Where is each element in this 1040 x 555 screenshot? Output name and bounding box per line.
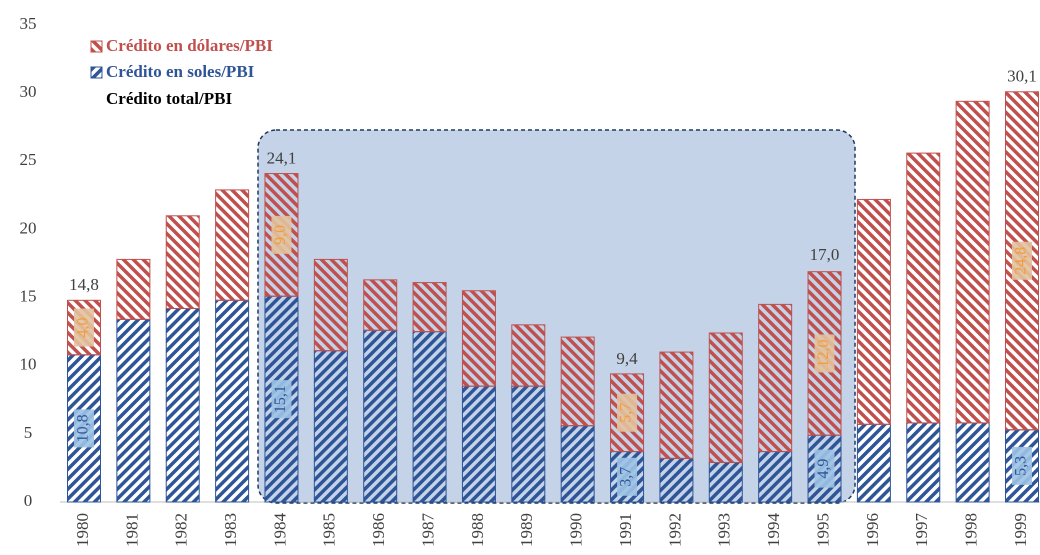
value-label-box bbox=[74, 409, 94, 448]
x-tick-label: 1983 bbox=[221, 513, 240, 547]
bar-segment bbox=[560, 425, 595, 503]
value-label-box bbox=[271, 380, 292, 419]
bar-segment bbox=[758, 451, 793, 503]
value-label: 24,8 bbox=[1013, 247, 1030, 275]
bar-segment bbox=[165, 307, 200, 503]
bar-segment bbox=[955, 422, 990, 503]
bar-segment bbox=[313, 258, 348, 352]
value-label-box bbox=[1012, 446, 1032, 485]
value-label: 12,0 bbox=[815, 339, 832, 367]
bar-segment bbox=[906, 152, 941, 424]
x-tick-label: 1982 bbox=[172, 513, 191, 547]
bar-segment bbox=[856, 198, 891, 425]
value-label: 5,3 bbox=[1013, 456, 1030, 476]
value-label: 4,0 bbox=[75, 318, 92, 338]
y-tick-label: 5 bbox=[24, 423, 33, 442]
bar-segment bbox=[758, 303, 793, 453]
x-tick-label: 1996 bbox=[863, 513, 882, 547]
x-tick-label: 1991 bbox=[616, 513, 635, 547]
value-label-box bbox=[1012, 241, 1032, 280]
value-label: 5,7 bbox=[618, 403, 635, 423]
x-tick-label: 1985 bbox=[320, 513, 339, 547]
bar-segment bbox=[412, 282, 447, 333]
bar-segment bbox=[412, 331, 447, 503]
value-label-box bbox=[74, 308, 94, 347]
x-tick-label: 1988 bbox=[468, 513, 487, 547]
value-label-box bbox=[617, 393, 638, 432]
bar-segment bbox=[215, 189, 250, 301]
x-tick-label: 1993 bbox=[715, 513, 734, 547]
bar-segment bbox=[116, 318, 151, 503]
bar-segment bbox=[461, 385, 496, 503]
bar-segment bbox=[511, 385, 546, 503]
bar-segment bbox=[461, 290, 496, 387]
total-label: 17,0 bbox=[810, 245, 840, 264]
legend-swatch bbox=[90, 40, 103, 53]
bar-segment bbox=[363, 279, 398, 331]
bar-segment bbox=[708, 461, 743, 503]
y-tick-label: 30 bbox=[20, 82, 37, 101]
x-tick-label: 1995 bbox=[813, 513, 832, 547]
legend-label: Crédito en dólares/PBI bbox=[106, 36, 273, 55]
value-label: 15,1 bbox=[272, 385, 289, 413]
y-tick-label: 10 bbox=[20, 355, 37, 374]
bar-segment bbox=[215, 299, 250, 503]
value-label-box bbox=[617, 457, 638, 496]
total-label: 9,4 bbox=[616, 349, 638, 368]
bar-segment bbox=[708, 332, 743, 463]
x-tick-label: 1997 bbox=[912, 513, 931, 548]
value-label-box bbox=[271, 215, 292, 254]
y-tick-label: 15 bbox=[20, 286, 37, 305]
x-tick-label: 1998 bbox=[962, 513, 981, 547]
bar-segment bbox=[313, 350, 348, 503]
x-tick-label: 1981 bbox=[122, 513, 141, 547]
bar-segment bbox=[659, 351, 694, 459]
bar-segment bbox=[856, 423, 891, 503]
x-tick-label: 1994 bbox=[764, 513, 783, 548]
total-label: 14,8 bbox=[69, 275, 99, 294]
x-tick-label: 1990 bbox=[567, 513, 586, 547]
bar-segment bbox=[955, 100, 990, 424]
total-label: 24,1 bbox=[267, 148, 297, 167]
value-label-box bbox=[814, 449, 835, 488]
value-label-box bbox=[814, 334, 835, 373]
total-label: 30,1 bbox=[1007, 67, 1037, 86]
legend-label: Crédito en soles/PBI bbox=[106, 62, 255, 81]
legend-swatch bbox=[90, 66, 103, 79]
bar-segment bbox=[659, 457, 694, 503]
bar-segment bbox=[116, 258, 151, 320]
x-tick-label: 1987 bbox=[418, 513, 437, 548]
value-label: 4,9 bbox=[815, 459, 832, 479]
highlight-region bbox=[257, 129, 856, 504]
x-tick-label: 1999 bbox=[1011, 513, 1030, 547]
bar-segment bbox=[363, 329, 398, 503]
y-tick-label: 0 bbox=[24, 491, 33, 510]
bar-segment bbox=[511, 324, 546, 387]
x-tick-label: 1992 bbox=[665, 513, 684, 547]
y-tick-label: 35 bbox=[20, 14, 37, 33]
value-label: 10,8 bbox=[75, 414, 92, 442]
legend-label: Crédito total/PBI bbox=[106, 89, 232, 108]
x-tick-label: 1986 bbox=[369, 513, 388, 547]
value-label: 9,0 bbox=[272, 225, 289, 245]
bar-segment bbox=[560, 336, 595, 427]
y-tick-label: 20 bbox=[20, 218, 37, 237]
y-tick-label: 25 bbox=[20, 150, 37, 169]
value-label: 3,7 bbox=[618, 467, 635, 487]
x-tick-label: 1980 bbox=[73, 513, 92, 547]
x-tick-label: 1989 bbox=[517, 513, 536, 547]
x-tick-label: 1984 bbox=[270, 513, 289, 548]
bar-segment bbox=[906, 422, 941, 503]
bar-segment bbox=[165, 215, 200, 309]
